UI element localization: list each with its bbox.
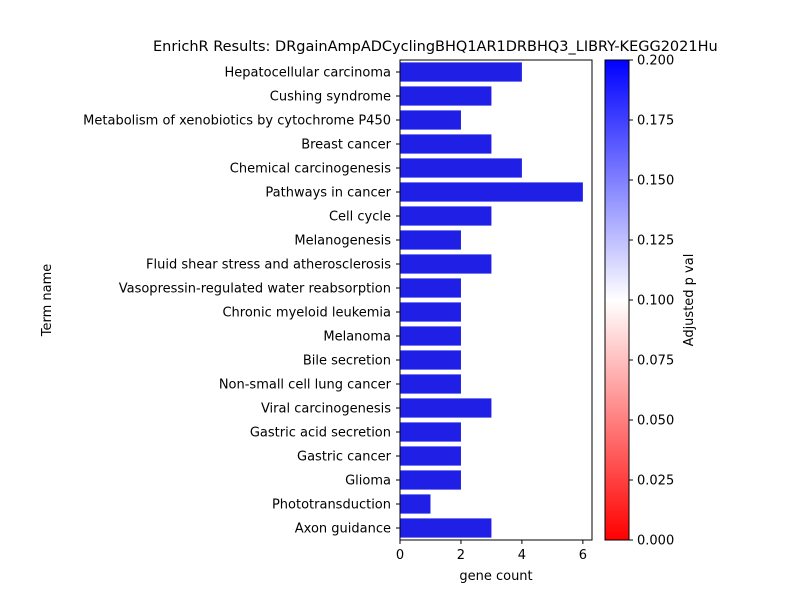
bar-2 xyxy=(400,86,492,106)
y-tick-label: Melanogenesis xyxy=(294,234,391,249)
x-tick-label: 2 xyxy=(457,548,465,563)
colorbar-tick-label: 0.175 xyxy=(637,114,674,129)
x-tick-label: 4 xyxy=(518,548,526,563)
y-tick-label: Gastric cancer xyxy=(297,450,392,465)
y-tick-label: Glioma xyxy=(345,474,391,489)
colorbar-tick-label: 0.050 xyxy=(637,414,674,429)
y-tick-labels: Hepatocellular carcinoma Cushing syndrome… xyxy=(83,66,400,537)
bars-group xyxy=(400,62,583,538)
bar-12 xyxy=(400,326,461,346)
y-tick-label: Metabolism of xenobiotics by cytochrome … xyxy=(83,114,391,129)
bar-1 xyxy=(400,62,522,82)
bar-14 xyxy=(400,374,461,394)
colorbar-tick-labels: 0.000 0.025 0.050 0.075 0.100 0.125 0.150 0.175… xyxy=(629,54,674,549)
colorbar-tick-label: 0.100 xyxy=(637,294,674,309)
bar-8 xyxy=(400,230,461,250)
y-tick-label: Non-small cell lung cancer xyxy=(219,378,392,393)
y-tick-label: Gastric acid secretion xyxy=(250,426,391,441)
x-tick-label: 0 xyxy=(396,548,404,563)
y-tick-label: Hepatocellular carcinoma xyxy=(225,66,391,81)
bar-5 xyxy=(400,158,522,178)
y-tick-label: Chemical carcinogenesis xyxy=(230,162,391,177)
y-tick-label: Fluid shear stress and atherosclerosis xyxy=(146,258,391,273)
bar-16 xyxy=(400,422,461,442)
bar-20 xyxy=(400,518,492,538)
y-tick-label: Melanoma xyxy=(323,330,391,345)
bar-17 xyxy=(400,446,461,466)
colorbar-tick-label: 0.150 xyxy=(637,174,674,189)
y-tick-label: Viral carcinogenesis xyxy=(261,402,391,417)
colorbar-tick-label: 0.000 xyxy=(637,534,674,549)
colorbar-tick-label: 0.075 xyxy=(637,354,674,369)
colorbar-tick-label: 0.125 xyxy=(637,234,674,249)
bar-6 xyxy=(400,182,583,202)
colorbar-label: Adjusted p val xyxy=(682,254,697,347)
y-tick-label: Cushing syndrome xyxy=(270,90,391,105)
plot-frame xyxy=(399,59,593,541)
y-tick-label: Breast cancer xyxy=(301,138,391,153)
x-tick-labels: 0 2 4 6 xyxy=(396,540,587,563)
y-tick-label: Bile secretion xyxy=(303,354,391,369)
colorbar xyxy=(604,59,630,541)
bar-18 xyxy=(400,470,461,490)
bar-7 xyxy=(400,206,492,226)
y-axis-label: Term name xyxy=(40,264,55,338)
bar-13 xyxy=(400,350,461,370)
y-tick-label: Vasopressin-regulated water reabsorption xyxy=(119,282,391,297)
bar-15 xyxy=(400,398,492,418)
y-tick-label: Axon guidance xyxy=(295,522,391,537)
x-tick-label: 6 xyxy=(579,548,587,563)
bar-10 xyxy=(400,278,461,298)
bar-3 xyxy=(400,110,461,130)
x-axis-label: gene count xyxy=(459,569,532,584)
bar-19 xyxy=(400,494,431,514)
y-tick-label: Cell cycle xyxy=(329,210,391,225)
bar-4 xyxy=(400,134,492,154)
y-tick-label: Chronic myeloid leukemia xyxy=(222,306,391,321)
bar-11 xyxy=(400,302,461,322)
bar-9 xyxy=(400,254,492,274)
colorbar-tick-label: 0.025 xyxy=(637,474,674,489)
colorbar-tick-label: 0.200 xyxy=(637,54,674,69)
chart-title: EnrichR Results: DRgainAmpADCyclingBHQ1A… xyxy=(153,39,718,55)
y-tick-label: Pathways in cancer xyxy=(265,186,391,201)
y-tick-label: Phototransduction xyxy=(272,498,391,513)
